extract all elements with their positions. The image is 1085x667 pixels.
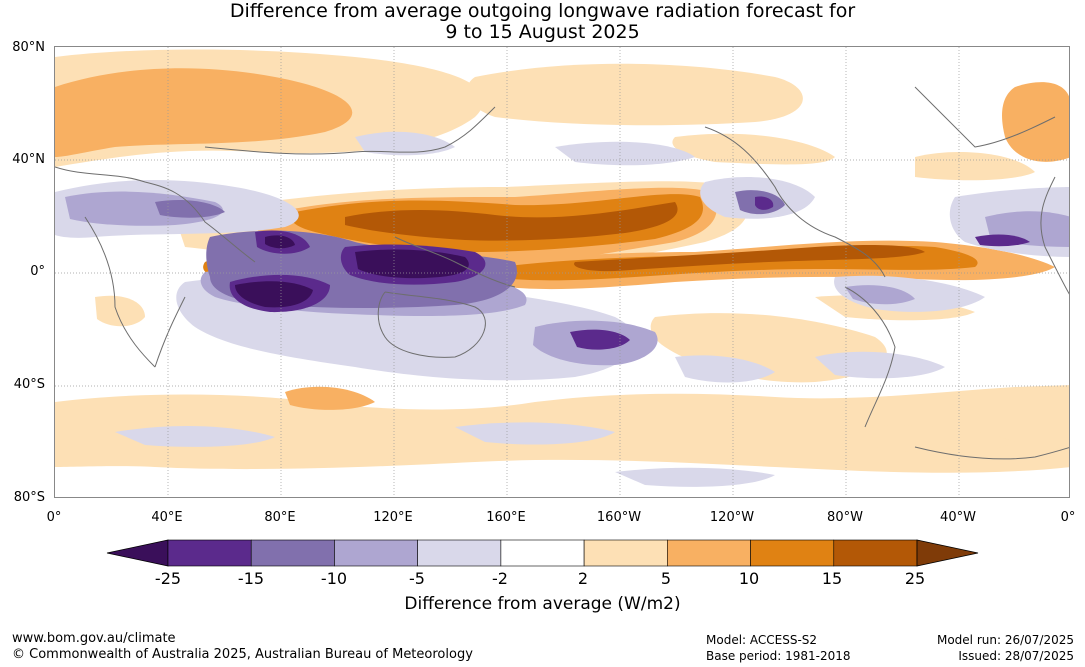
graticule <box>55 47 1069 497</box>
colorbar <box>106 539 979 567</box>
colorbar-segment <box>500 539 585 567</box>
colorbar-tick-label: 15 <box>821 569 843 588</box>
base-period: Base period: 1981-2018 <box>706 649 851 663</box>
copyright-text: © Commonwealth of Australia 2025, Austra… <box>12 647 473 662</box>
model-name: Model: ACCESS-S2 <box>706 633 818 647</box>
colorbar-title: Difference from average (W/m2) <box>404 594 681 614</box>
lat-label-40s: 40°S <box>13 377 45 392</box>
colorbar-right-arrow <box>916 539 979 567</box>
lon-label-80w: 80°W <box>827 510 863 525</box>
colorbar-tick-label: 10 <box>738 569 760 588</box>
lon-label-0-right: 0° <box>1060 510 1076 525</box>
website-link[interactable]: www.bom.gov.au/climate <box>12 631 176 646</box>
colorbar-segment <box>334 539 418 567</box>
olr-anomaly-field <box>55 47 1069 497</box>
colorbar-segment <box>250 539 335 567</box>
colorbar-tick-label: -5 <box>409 569 425 588</box>
lon-label-0-left: 0° <box>46 510 62 525</box>
lon-label-80e: 80°E <box>264 510 296 525</box>
lat-label-40n: 40°N <box>12 152 45 167</box>
colorbar-segment <box>167 539 252 567</box>
coastlines <box>55 86 1069 460</box>
map-title-line-2: 9 to 15 August 2025 <box>445 21 640 43</box>
colorbar-tick-label: -15 <box>237 569 265 588</box>
colorbar-segments <box>167 539 918 567</box>
map-title-line-1: Difference from average outgoing longwav… <box>229 0 856 22</box>
lat-label-0: 0° <box>30 264 45 279</box>
lon-label-40w: 40°W <box>940 510 976 525</box>
lon-label-160e: 160°E <box>486 510 526 525</box>
colorbar-tick-label: -25 <box>154 569 182 588</box>
lat-label-80s: 80°S <box>13 490 45 505</box>
lon-label-40e: 40°E <box>151 510 183 525</box>
lon-label-120e: 120°E <box>373 510 413 525</box>
colorbar-segment <box>667 539 751 567</box>
colorbar-tick-label: 25 <box>904 569 926 588</box>
negative-anomaly-areas <box>55 131 1069 487</box>
colorbar-tick-label: 5 <box>660 569 672 588</box>
colorbar-segment <box>417 539 502 567</box>
lon-label-160w: 160°W <box>596 510 642 525</box>
olr-anomaly-map <box>54 46 1070 498</box>
colorbar-tick-label: -2 <box>492 569 508 588</box>
colorbar-segment <box>750 539 835 567</box>
lat-label-80n: 80°N <box>12 40 45 55</box>
colorbar-segment <box>583 539 668 567</box>
colorbar-segment <box>833 539 918 567</box>
colorbar-tick-label: 2 <box>577 569 589 588</box>
colorbar-left-arrow <box>106 539 169 567</box>
issued-date: Issued: 28/07/2025 <box>958 649 1074 663</box>
lon-label-120w: 120°W <box>709 510 755 525</box>
model-run-date: Model run: 26/07/2025 <box>936 633 1074 647</box>
colorbar-tick-label: -10 <box>320 569 348 588</box>
